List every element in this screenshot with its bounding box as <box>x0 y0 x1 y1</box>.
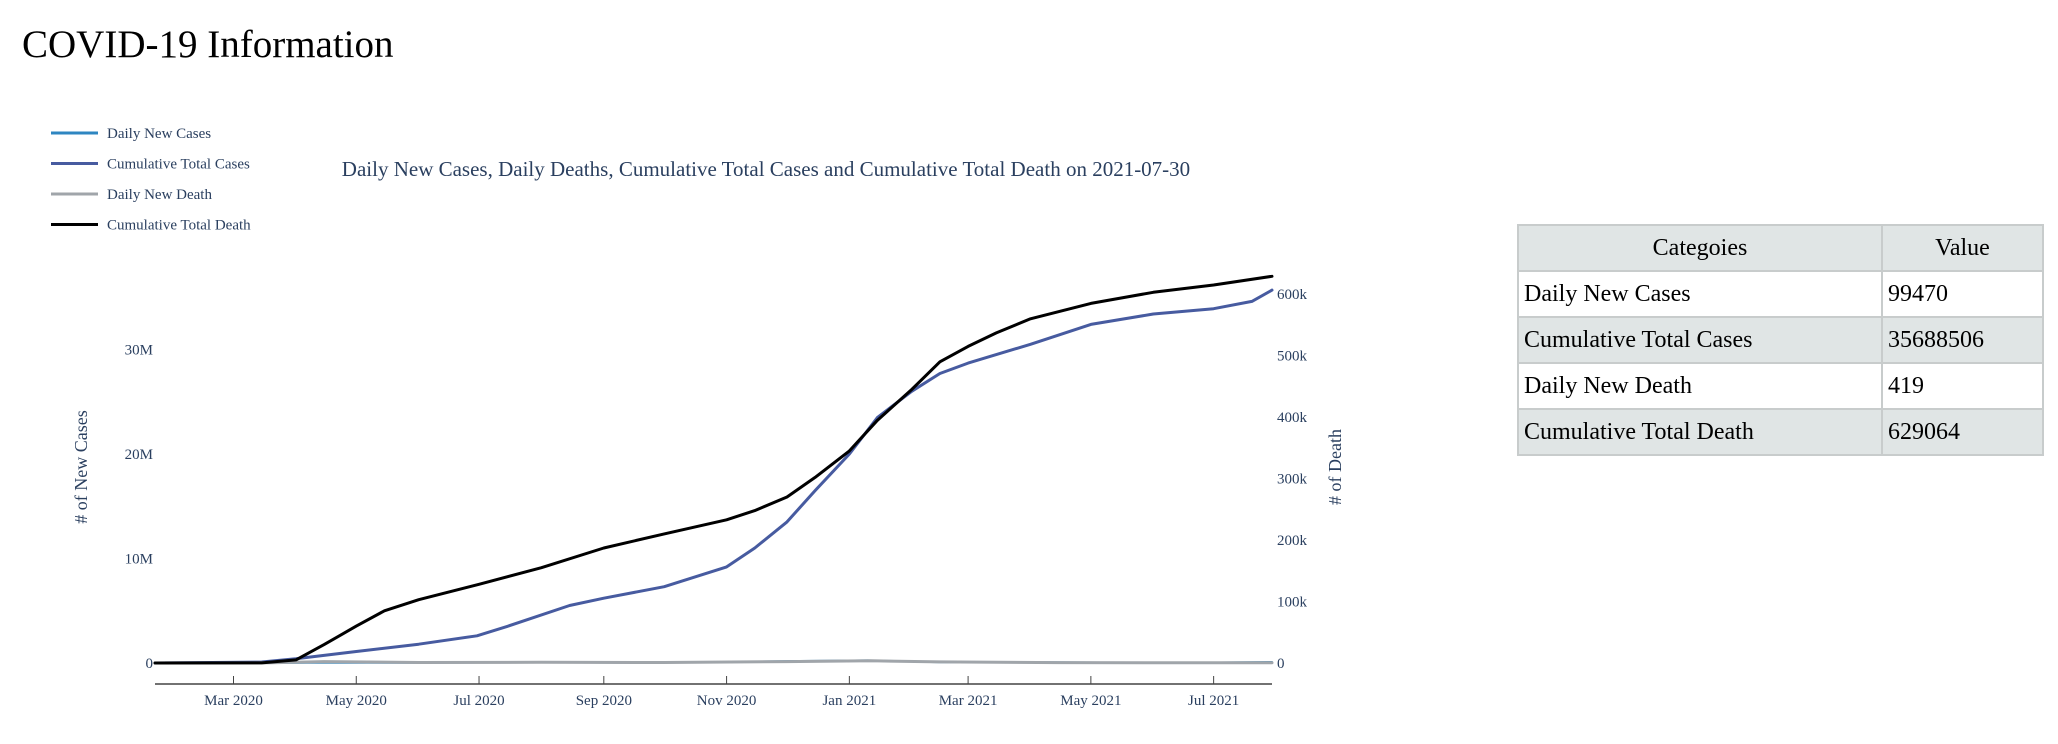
y2-tick-label: 0 <box>1277 656 1285 672</box>
series-line-cumulative-total-cases <box>153 288 1274 665</box>
row-value: 419 <box>1881 362 2044 410</box>
y2-tick-label: 200k <box>1277 533 1308 549</box>
x-tick-label: Mar 2021 <box>939 693 998 709</box>
legend-label-daily-new-cases[interactable]: Daily New Cases <box>107 126 211 142</box>
row-category: Cumulative Total Cases <box>1517 316 1883 364</box>
x-axis-ticks: Mar 2020 May 2020 Jul 2020 Sep 2020 Nov 2020… <box>204 676 1239 709</box>
row-value: 35688506 <box>1881 316 2044 364</box>
header-categories: Categoies <box>1517 224 1883 272</box>
page-title: COVID-19 Information <box>22 23 394 66</box>
legend-label-cumulative-total-death[interactable]: Cumulative Total Death <box>107 218 251 234</box>
row-category: Daily New Cases <box>1517 270 1883 318</box>
y2-tick-label: 400k <box>1277 410 1308 426</box>
y2-tick-label: 100k <box>1277 595 1308 611</box>
x-tick-label: May 2021 <box>1060 693 1121 709</box>
plot-area <box>153 274 1274 665</box>
table-row: Cumulative Total Death 629064 <box>1517 408 2044 456</box>
y-tick-label: 0 <box>146 656 154 672</box>
legend-label-daily-new-death[interactable]: Daily New Death <box>107 187 212 203</box>
table-row: Daily New Cases 99470 <box>1517 270 2044 318</box>
x-tick-label: Jul 2020 <box>453 693 504 709</box>
header-value: Value <box>1881 224 2044 272</box>
table-row: Daily New Death 419 <box>1517 362 2044 410</box>
y2-tick-label: 300k <box>1277 472 1308 488</box>
x-tick-label: Mar 2020 <box>204 693 263 709</box>
x-tick-label: Sep 2020 <box>576 693 632 709</box>
covid-line-chart: Daily New Cases, Daily Deaths, Cumulativ… <box>51 126 1345 709</box>
row-value: 629064 <box>1881 408 2044 456</box>
row-value: 99470 <box>1881 270 2044 318</box>
x-tick-label: Jan 2021 <box>822 693 876 709</box>
y2-tick-label: 600k <box>1277 287 1308 303</box>
series-line-cumulative-total-death <box>153 274 1274 665</box>
y2-axis-ticks: 0 100k 200k 300k 400k 500k 600k <box>1277 287 1308 672</box>
chart-title: Daily New Cases, Daily Deaths, Cumulativ… <box>342 157 1190 181</box>
x-tick-label: Nov 2020 <box>697 693 757 709</box>
table-header-row: Categoies Value <box>1517 224 2044 272</box>
chart-legend: Daily New Cases Cumulative Total Cases Dai… <box>51 126 251 234</box>
stats-table: Categoies Value Daily New Cases 99470 Cu… <box>1517 224 2044 456</box>
y-tick-label: 20M <box>125 447 153 463</box>
y2-axis-label: # of Death <box>1325 429 1345 505</box>
series-line-daily-new-death <box>153 659 1274 665</box>
row-category: Cumulative Total Death <box>1517 408 1883 456</box>
y-axis-ticks: 0 10M 20M 30M <box>125 343 153 673</box>
x-tick-label: Jul 2021 <box>1188 693 1239 709</box>
x-tick-label: May 2020 <box>326 693 387 709</box>
table-row: Cumulative Total Cases 35688506 <box>1517 316 2044 364</box>
row-category: Daily New Death <box>1517 362 1883 410</box>
legend-label-cumulative-total-cases[interactable]: Cumulative Total Cases <box>107 157 250 173</box>
y-axis-label: # of New Cases <box>71 410 91 523</box>
y2-tick-label: 500k <box>1277 349 1308 365</box>
y-tick-label: 10M <box>125 552 153 568</box>
y-tick-label: 30M <box>125 343 153 359</box>
